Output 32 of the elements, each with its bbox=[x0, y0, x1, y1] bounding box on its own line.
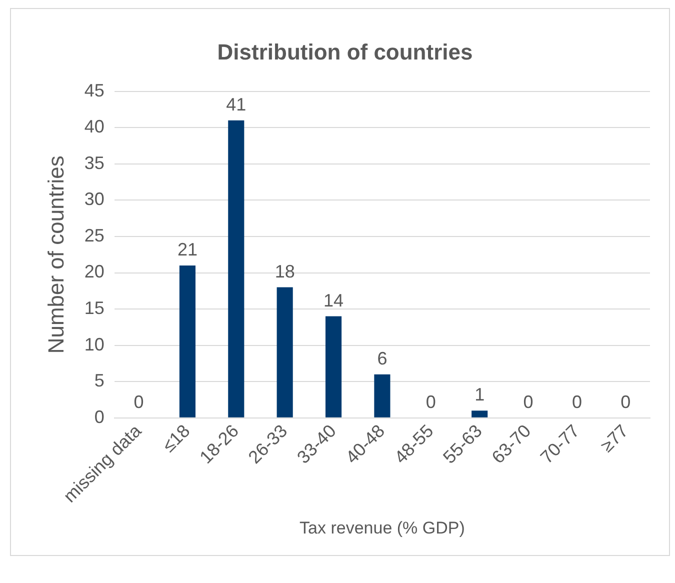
bar bbox=[325, 316, 342, 418]
data-label: 0 bbox=[426, 392, 436, 412]
bar bbox=[228, 120, 244, 418]
y-tick-label: 25 bbox=[84, 225, 104, 246]
data-label: 6 bbox=[377, 348, 388, 368]
x-tick-label: ≥77 bbox=[596, 420, 632, 456]
y-tick-label: 20 bbox=[84, 262, 104, 282]
x-tick-label: ≤18 bbox=[158, 420, 194, 456]
bar bbox=[276, 287, 293, 418]
data-label: 14 bbox=[324, 290, 344, 310]
data-label: 18 bbox=[274, 261, 295, 282]
y-tick-label: 0 bbox=[94, 406, 104, 427]
bar bbox=[472, 410, 488, 418]
y-tick-label: 35 bbox=[84, 152, 104, 173]
data-label: 41 bbox=[226, 94, 246, 114]
data-label: 0 bbox=[134, 392, 144, 412]
bar bbox=[179, 266, 196, 418]
x-axis-title: Tax revenue (% GDP) bbox=[300, 518, 465, 538]
chart-title: Distribution of countries bbox=[217, 39, 473, 64]
y-tick-label: 45 bbox=[84, 80, 104, 100]
y-axis-title: Number of countries bbox=[43, 156, 68, 354]
y-tick-label: 40 bbox=[84, 116, 104, 137]
y-tick-label: 30 bbox=[84, 189, 104, 210]
y-tick-label: 10 bbox=[84, 334, 104, 354]
y-tick-label: 15 bbox=[84, 298, 104, 318]
data-label: 0 bbox=[620, 392, 631, 412]
data-label: 1 bbox=[474, 384, 485, 405]
data-label: 21 bbox=[177, 239, 198, 260]
data-label: 0 bbox=[523, 392, 534, 412]
data-label: 0 bbox=[572, 392, 582, 412]
bar bbox=[374, 374, 390, 418]
y-tick-label: 5 bbox=[94, 370, 104, 391]
